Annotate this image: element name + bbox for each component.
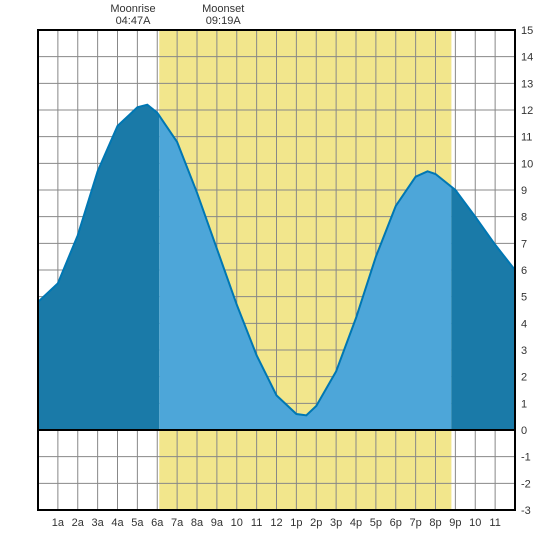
x-tick-label: 2a <box>72 517 85 529</box>
x-tick-label: 11 <box>489 517 500 529</box>
y-tick-label: 6 <box>521 265 527 277</box>
moonset-label: Moonset <box>202 3 244 15</box>
moonrise-label: Moonrise <box>110 3 155 15</box>
y-tick-label: 15 <box>521 25 533 37</box>
y-tick-label: 12 <box>521 105 533 117</box>
x-tick-label: 7p <box>410 517 422 529</box>
x-tick-label: 8p <box>429 517 441 529</box>
x-tick-label: 4p <box>350 517 362 529</box>
y-tick-label: 7 <box>521 238 527 250</box>
x-tick-label: 3p <box>330 517 342 529</box>
y-tick-label: 5 <box>521 292 527 304</box>
x-tick-label: 11 <box>251 517 262 529</box>
moonset-time: 09:19A <box>206 15 242 27</box>
y-tick-label: 8 <box>521 212 527 224</box>
y-tick-label: 9 <box>521 185 527 197</box>
x-tick-label: 6a <box>151 517 164 529</box>
x-tick-label: 1a <box>52 517 65 529</box>
y-tick-label: -2 <box>521 478 531 490</box>
y-tick-label: 4 <box>521 318 527 330</box>
y-tick-label: -3 <box>521 505 531 517</box>
y-tick-label: 13 <box>521 78 533 90</box>
y-tick-label: 3 <box>521 345 527 357</box>
x-tick-label: 3a <box>92 517 105 529</box>
moonrise-time: 04:47A <box>116 15 152 27</box>
y-tick-label: 11 <box>521 132 532 144</box>
x-tick-label: 8a <box>191 517 204 529</box>
y-tick-label: 0 <box>521 425 527 437</box>
x-tick-label: 5a <box>131 517 144 529</box>
x-tick-label: 4a <box>111 517 124 529</box>
x-tick-label: 2p <box>310 517 322 529</box>
x-tick-label: 10 <box>469 517 481 529</box>
tide-chart: -3-2-101234567891011121314151a2a3a4a5a6a… <box>0 0 550 550</box>
chart-svg: -3-2-101234567891011121314151a2a3a4a5a6a… <box>0 0 550 550</box>
x-tick-label: 7a <box>171 517 184 529</box>
y-tick-label: -1 <box>521 452 531 464</box>
x-tick-label: 10 <box>231 517 243 529</box>
y-tick-label: 14 <box>521 52 533 64</box>
x-tick-label: 9a <box>211 517 224 529</box>
x-tick-label: 6p <box>390 517 402 529</box>
y-tick-label: 2 <box>521 372 527 384</box>
x-tick-label: 5p <box>370 517 382 529</box>
y-tick-label: 10 <box>521 158 533 170</box>
x-tick-label: 9p <box>449 517 461 529</box>
y-tick-label: 1 <box>521 398 527 410</box>
x-tick-label: 1p <box>290 517 302 529</box>
x-tick-label: 12 <box>270 517 282 529</box>
